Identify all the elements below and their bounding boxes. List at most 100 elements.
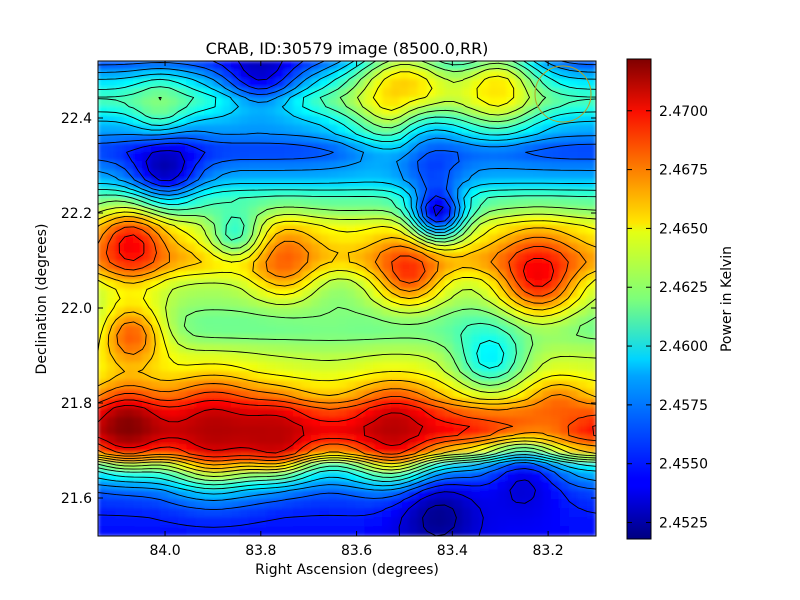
heatmap-cell (355, 206, 366, 217)
heatmap-cell (542, 206, 553, 217)
heatmap-cell (266, 69, 277, 80)
heatmap-cell (337, 334, 348, 345)
heatmap-cell (195, 142, 206, 153)
heatmap-cell (506, 380, 517, 391)
heatmap-cell (551, 69, 561, 80)
heatmap-cell (577, 489, 588, 500)
heatmap-cell (310, 106, 321, 117)
heatmap-cell (497, 87, 508, 99)
heatmap-cell (266, 371, 277, 382)
heatmap-cell (337, 316, 348, 327)
heatmap-cell (586, 453, 596, 464)
heatmap-cell (435, 261, 446, 272)
heatmap-cell (239, 243, 250, 254)
heatmap-cell (213, 270, 223, 281)
heatmap-cell (239, 398, 250, 409)
heatmap-cell (310, 380, 321, 391)
heatmap-cell (195, 261, 206, 272)
heatmap-cell (195, 133, 206, 144)
heatmap-cell (293, 142, 304, 153)
heatmap-cell (355, 179, 366, 190)
heatmap-cell (230, 526, 241, 536)
heatmap-cell (506, 498, 517, 510)
heatmap-cell (382, 252, 392, 263)
heatmap-cell (542, 69, 553, 80)
colorbar-tick-label: 2.4600 (659, 339, 708, 355)
heatmap-cell (462, 526, 472, 536)
heatmap-cell (337, 270, 348, 281)
heatmap-cell (355, 435, 366, 446)
heatmap-cell (310, 160, 321, 172)
heatmap-cell (346, 188, 357, 199)
heatmap-cell (515, 133, 526, 144)
heatmap-cell (515, 371, 526, 382)
heatmap-cell (533, 279, 544, 290)
heatmap-cell (542, 444, 553, 455)
heatmap-cell (559, 498, 570, 510)
heatmap-cell (186, 462, 197, 473)
heatmap-cell (275, 243, 286, 254)
contour-line (98, 61, 596, 490)
heatmap-cell (542, 197, 553, 208)
heatmap-cell (399, 325, 410, 336)
heatmap-cell (222, 170, 232, 181)
heatmap-cell (586, 489, 596, 500)
heatmap-cell (213, 371, 223, 382)
heatmap-cell (230, 380, 241, 391)
heatmap-cell (257, 197, 268, 208)
heatmap-cell (319, 471, 330, 482)
heatmap-cell (506, 435, 517, 446)
heatmap-cell (98, 188, 108, 199)
heatmap-cell (106, 279, 117, 290)
heatmap-cell (310, 352, 321, 363)
heatmap-cell (124, 352, 135, 363)
heatmap-cell (568, 87, 579, 99)
heatmap-cell (106, 498, 117, 510)
heatmap-cell (310, 270, 321, 281)
heatmap-cell (568, 380, 579, 391)
heatmap-cell (115, 252, 126, 263)
heatmap-cell (328, 480, 339, 491)
heatmap-cell (177, 106, 188, 117)
heatmap-cell (390, 316, 401, 327)
heatmap-cell (124, 188, 135, 199)
heatmap-cell (284, 471, 295, 482)
heatmap-cell (302, 371, 312, 382)
heatmap-cell (150, 480, 161, 491)
heatmap-cell (239, 389, 250, 400)
heatmap-cell (408, 307, 419, 318)
heatmap-cell (141, 498, 152, 510)
heatmap-cell (586, 97, 596, 108)
heatmap-cell (479, 361, 490, 373)
heatmap-cell (168, 261, 179, 272)
heatmap-cell (293, 106, 304, 117)
heatmap-cell (239, 197, 250, 208)
heatmap-cell (399, 489, 410, 500)
heatmap-cell (355, 444, 366, 455)
heatmap-cell (328, 407, 339, 418)
heatmap-cell (524, 489, 535, 500)
heatmap-cell (319, 508, 330, 519)
heatmap-cell (524, 61, 535, 71)
heatmap-cell (497, 288, 508, 299)
heatmap-cell (195, 526, 206, 536)
heatmap-cell (577, 270, 588, 281)
heatmap-cell (524, 87, 535, 99)
heatmap-cell (168, 97, 179, 108)
heatmap-cell (497, 489, 508, 500)
heatmap-cell (399, 215, 410, 226)
heatmap-cell (586, 361, 596, 373)
heatmap-cell (328, 517, 339, 528)
heatmap-cell (586, 526, 596, 536)
x-tick-label: 83.6 (341, 543, 372, 559)
heatmap-cell (568, 444, 579, 455)
heatmap-cell (284, 380, 295, 391)
heatmap-cell (133, 243, 143, 254)
heatmap-cell (150, 261, 161, 272)
heatmap-cell (337, 517, 348, 528)
heatmap-cell (115, 261, 126, 272)
heatmap-cell (257, 188, 268, 199)
heatmap-cell (364, 179, 375, 190)
heatmap-cell (266, 142, 277, 153)
heatmap-cell (204, 261, 215, 272)
